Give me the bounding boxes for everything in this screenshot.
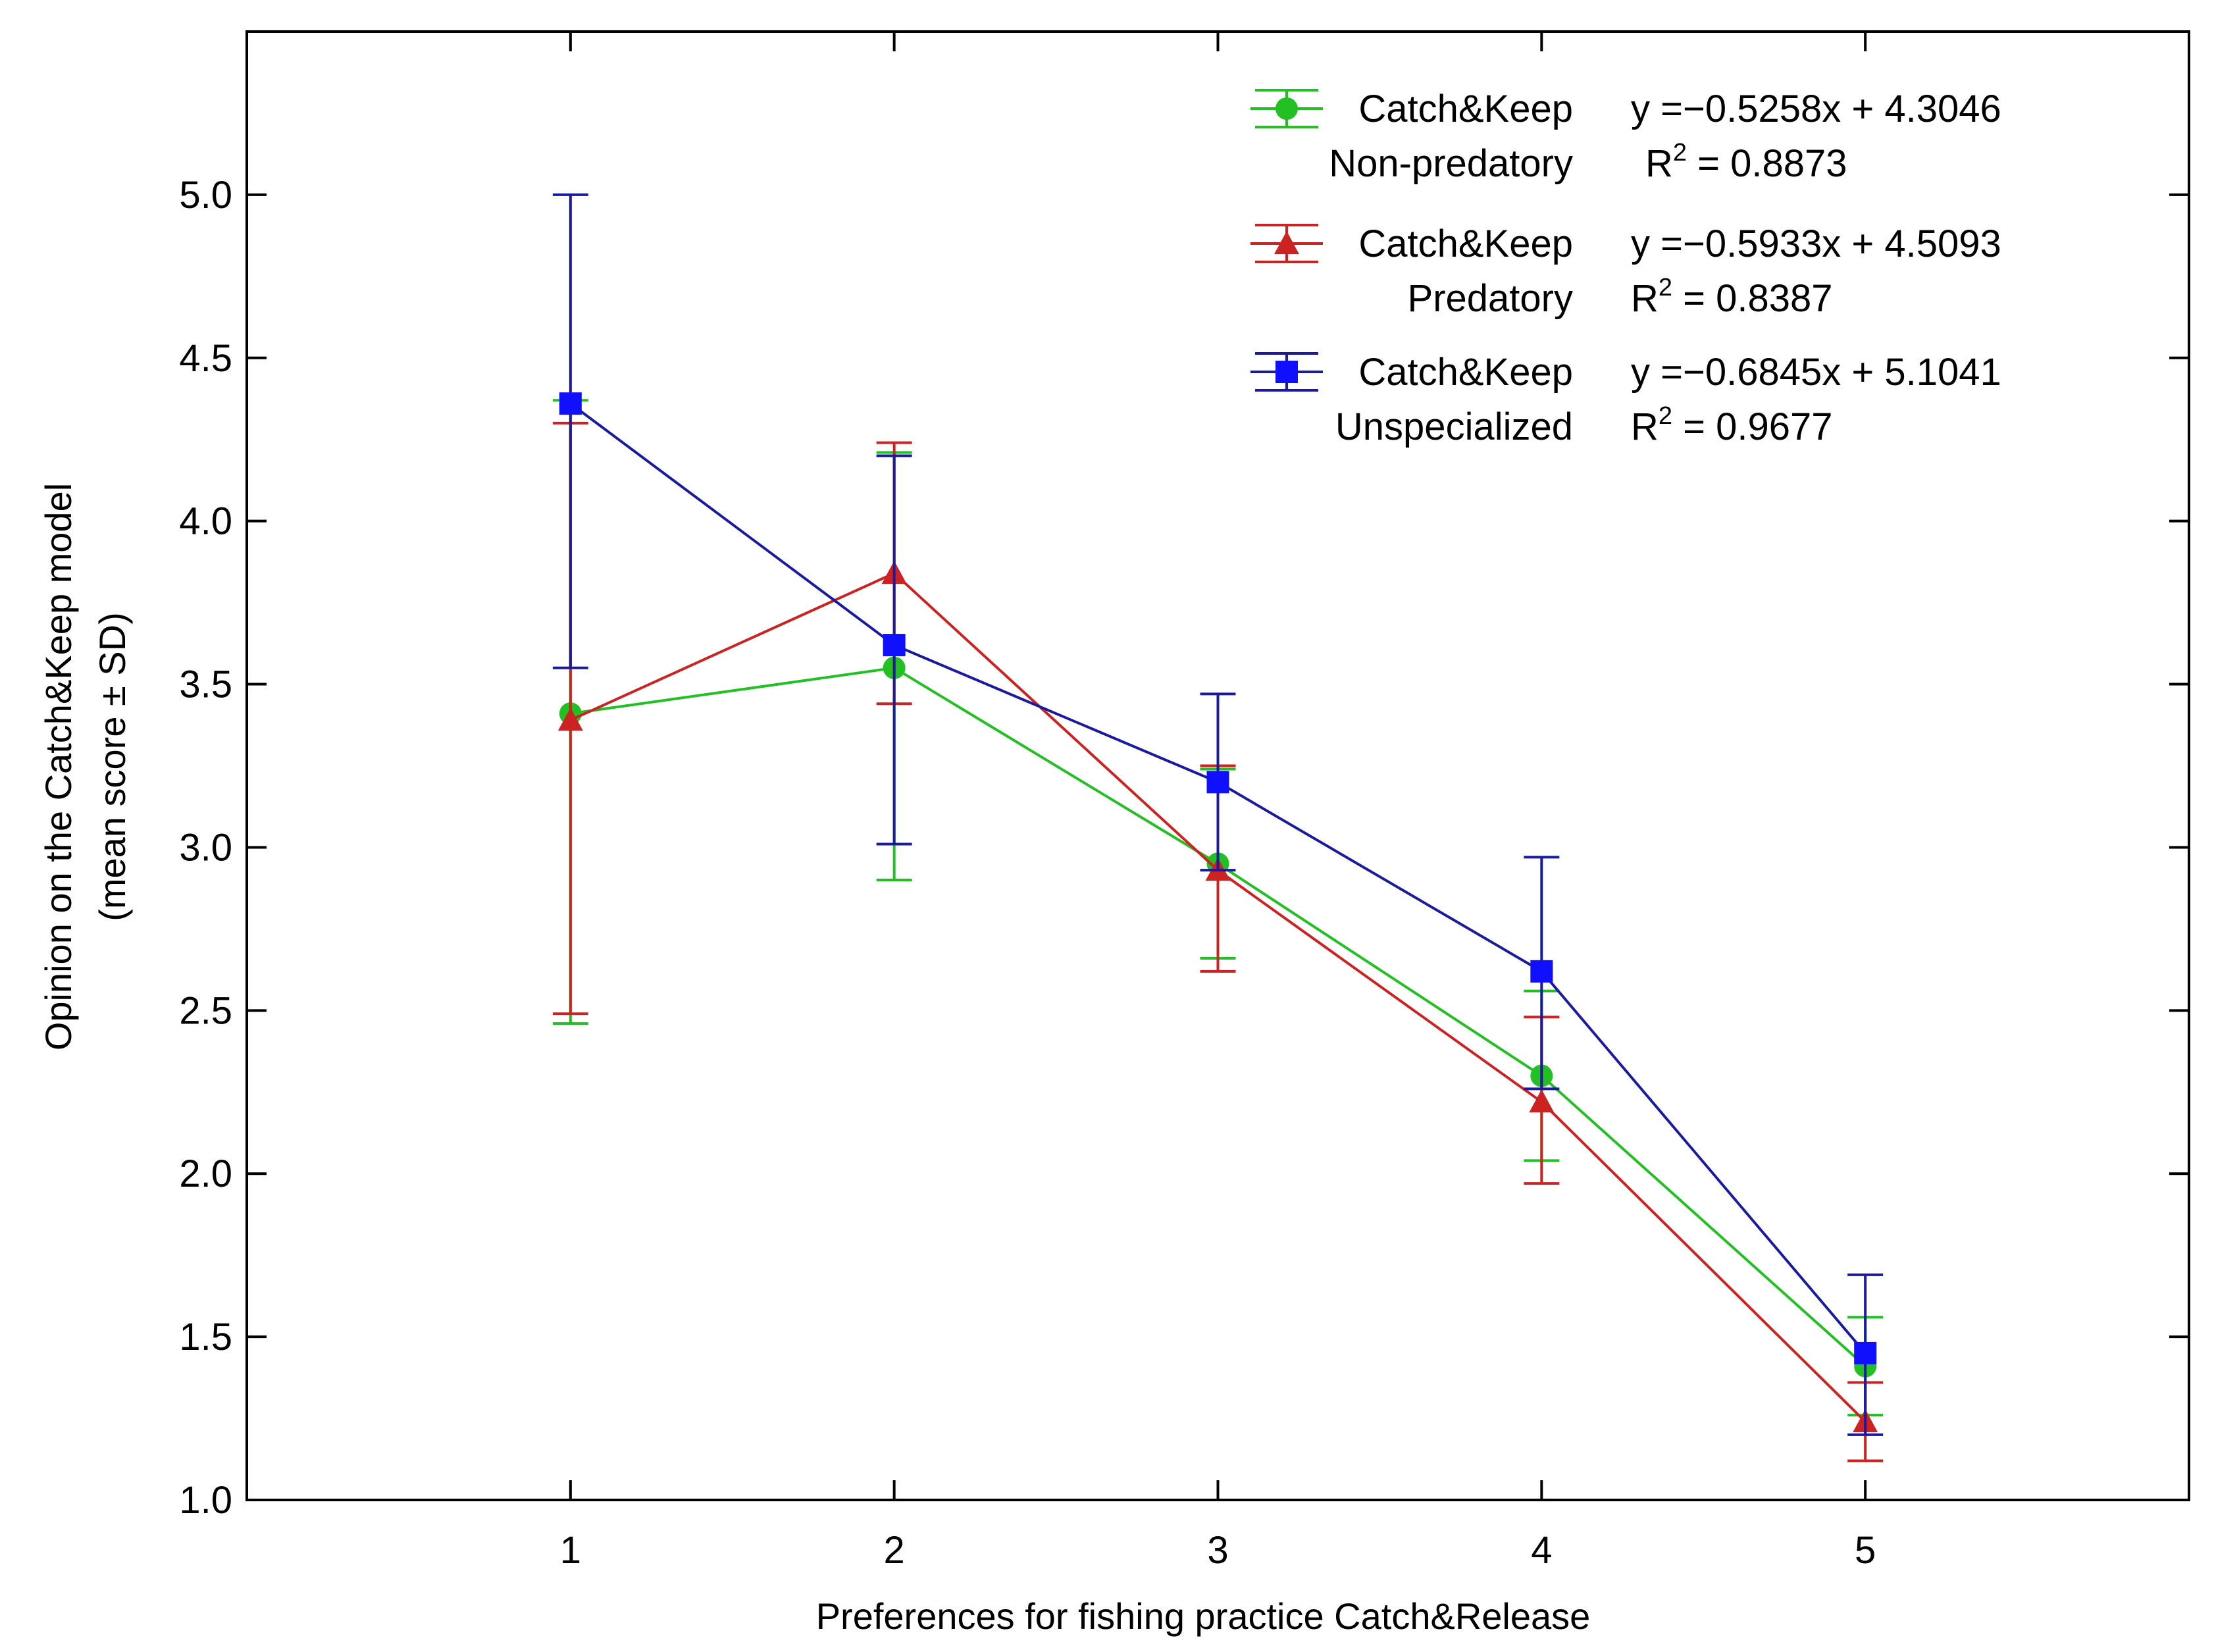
series-predatory xyxy=(552,421,1884,1462)
legend-r2-nonpredatory: R2 = 0.8873 xyxy=(1645,139,1847,185)
legend: Catch&Keep Non-predatory y =−0.5258x + 4.3… xyxy=(1250,88,2001,448)
y-axis-ticks: 1.0 1.5 2.0 2.5 3.0 3.5 4.0 4.5 5.0 xyxy=(179,174,2189,1522)
legend-subname-nonpredatory: Non-predatory xyxy=(1329,142,1573,185)
data-point-unspecialized xyxy=(1206,771,1229,794)
y-axis-title-line1: Opinion on the Catch&Keep model xyxy=(38,483,79,1050)
legend-equation-unspecialized: y =−0.6845x + 5.1041 xyxy=(1631,351,2001,394)
legend-entry-predatory: Catch&Keep Predatory y =−0.5933x + 4.5093 R… xyxy=(1250,222,2001,320)
y-tick-label: 4.5 xyxy=(179,337,232,380)
legend-marker-nonpredatory xyxy=(1275,97,1298,120)
y-tick-label: 4.0 xyxy=(179,500,232,543)
y-axis-title-line2: (mean score ± SD) xyxy=(91,612,133,921)
legend-entry-nonpredatory: Catch&Keep Non-predatory y =−0.5258x + 4.3… xyxy=(1250,88,2001,185)
legend-equation-nonpredatory: y =−0.5258x + 4.3046 xyxy=(1631,88,2001,130)
legend-marker-unspecialized xyxy=(1275,361,1298,383)
series-unspecialized xyxy=(552,193,1884,1436)
y-tick-label: 1.0 xyxy=(179,1479,232,1522)
y-tick-label: 3.5 xyxy=(179,663,232,706)
legend-r2-sup: 2 xyxy=(1659,274,1672,301)
legend-r2-label: R xyxy=(1631,277,1659,320)
data-point-predatory xyxy=(557,708,583,731)
legend-name-predatory: Catch&Keep xyxy=(1358,222,1573,265)
y-axis-title: Opinion on the Catch&Keep model (mean sc… xyxy=(38,483,133,1050)
legend-r2-predatory: R2 = 0.8387 xyxy=(1631,274,1833,320)
legend-r2-value: = 0.8387 xyxy=(1672,277,1833,320)
legend-entry-unspecialized: Catch&Keep Unspecialized y =−0.6845x + 5.1… xyxy=(1250,351,2001,448)
legend-r2-value: = 0.9677 xyxy=(1672,405,1833,448)
legend-r2-label: R xyxy=(1645,142,1673,185)
data-point-predatory xyxy=(1529,1089,1555,1113)
legend-subname-unspecialized: Unspecialized xyxy=(1335,405,1573,448)
legend-name-unspecialized: Catch&Keep xyxy=(1358,351,1573,394)
x-axis-title: Preferences for fishing practice Catch&R… xyxy=(816,1595,1591,1637)
legend-name-nonpredatory: Catch&Keep xyxy=(1358,88,1573,130)
data-point-unspecialized xyxy=(1854,1341,1877,1364)
legend-subname-predatory: Predatory xyxy=(1408,277,1573,320)
y-tick-label: 1.5 xyxy=(179,1316,232,1358)
series-layer xyxy=(552,193,1884,1462)
x-tick-label: 5 xyxy=(1855,1529,1876,1572)
x-tick-label: 4 xyxy=(1531,1529,1552,1572)
data-point-unspecialized xyxy=(559,392,582,415)
x-tick-label: 2 xyxy=(884,1529,905,1572)
x-axis-ticks: 1 2 3 4 5 xyxy=(560,32,1876,1572)
legend-r2-label: R xyxy=(1631,405,1659,448)
y-tick-label: 3.0 xyxy=(179,826,232,869)
y-tick-label: 5.0 xyxy=(179,174,232,217)
y-tick-label: 2.0 xyxy=(179,1152,232,1195)
legend-r2-sup: 2 xyxy=(1673,139,1687,167)
x-tick-label: 1 xyxy=(560,1529,581,1572)
data-point-unspecialized xyxy=(883,634,906,657)
legend-r2-sup: 2 xyxy=(1659,402,1672,430)
legend-marker-predatory xyxy=(1274,231,1299,255)
legend-r2-value: = 0.8873 xyxy=(1687,142,1847,185)
y-tick-label: 2.5 xyxy=(179,989,232,1032)
legend-r2-unspecialized: R2 = 0.9677 xyxy=(1631,402,1833,448)
x-tick-label: 3 xyxy=(1207,1529,1228,1572)
data-point-unspecialized xyxy=(1530,960,1553,983)
legend-equation-predatory: y =−0.5933x + 4.5093 xyxy=(1631,222,2001,265)
